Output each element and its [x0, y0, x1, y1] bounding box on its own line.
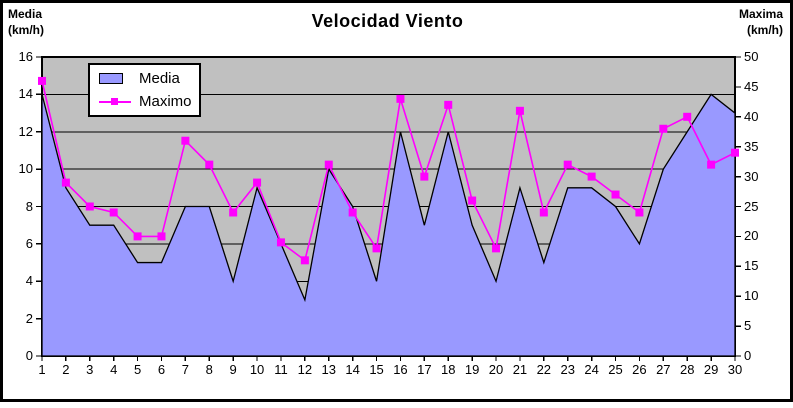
legend: Media Maximo: [88, 63, 201, 117]
x-axis-tick-label: 22: [536, 362, 552, 377]
maximo-marker: [492, 244, 501, 253]
left-axis-tick-label: 4: [25, 273, 33, 289]
maximo-marker: [635, 208, 644, 217]
x-axis-tick-label: 5: [133, 362, 142, 377]
right-axis-tick-label: 40: [744, 108, 759, 124]
left-axis-title: Media (km/h): [8, 6, 44, 38]
x-axis-tick-label: 10: [249, 362, 265, 377]
maximo-marker: [372, 244, 381, 253]
maximo-marker: [683, 112, 692, 121]
maximo-marker: [157, 232, 166, 241]
media-area-series: [41, 93, 736, 357]
legend-label-maximo: Maximo: [139, 92, 192, 110]
left-axis-tick-label: 16: [18, 49, 33, 64]
x-axis-tick-label: 17: [417, 362, 432, 377]
maximo-marker: [61, 178, 70, 187]
x-axis-tick-label: 19: [464, 362, 480, 377]
right-axis-tick-label: 0: [744, 348, 752, 363]
x-axis-tick-label: 16: [393, 362, 408, 377]
x-axis-tick-label: 9: [229, 362, 237, 377]
left-axis-tick-label: 8: [25, 198, 33, 214]
x-axis-tick-label: 12: [297, 362, 313, 377]
right-axis-tick-label: 50: [744, 49, 759, 64]
right-axis-tick-label: 30: [744, 168, 759, 184]
left-axis-tick-label: 6: [25, 235, 33, 251]
left-axis-tick-label: 10: [18, 161, 33, 177]
x-axis-tick-label: 11: [274, 362, 288, 377]
maximo-marker: [563, 160, 572, 169]
maximo-marker: [276, 238, 285, 247]
x-axis-tick-label: 2: [62, 362, 70, 377]
x-axis-tick-label: 25: [608, 362, 623, 377]
x-axis-tick-label: 23: [560, 362, 575, 377]
maximo-marker: [38, 76, 46, 85]
right-axis-tick-label: 10: [744, 288, 759, 304]
maximo-marker: [300, 256, 309, 265]
maximo-marker: [539, 208, 548, 217]
maximo-line-marker-swatch-icon: [99, 97, 131, 105]
chart-title: Velocidad Viento: [311, 11, 464, 31]
x-axis-tick-label: 14: [345, 362, 360, 377]
maximo-marker: [659, 124, 668, 133]
left-axis-tick-label: 14: [18, 86, 33, 102]
maximo-marker: [611, 190, 620, 199]
maximo-marker: [731, 148, 739, 157]
right-axis-tick-label: 15: [744, 258, 759, 274]
x-axis-tick-label: 26: [632, 362, 647, 377]
right-axis-title-line1: Maxima: [738, 7, 783, 21]
x-axis-tick-label: 8: [205, 362, 213, 377]
x-axis-tick-label: 4: [110, 362, 118, 377]
right-axis-tick-label: 5: [744, 318, 752, 334]
x-axis-tick-label: 6: [157, 362, 166, 377]
x-axis-tick-label: 1: [38, 362, 46, 377]
legend-entry-maximo: Maximo: [99, 93, 199, 111]
x-axis-tick-label: 13: [321, 362, 336, 377]
x-axis-tick-label: 3: [86, 362, 94, 377]
right-axis-tick-label: 45: [744, 78, 759, 94]
maximo-marker: [253, 178, 262, 187]
left-axis-tick-label: 12: [18, 123, 33, 139]
left-axis-tick-label: 2: [25, 310, 33, 326]
x-axis-tick-label: 20: [488, 362, 504, 377]
maximo-marker: [707, 160, 716, 169]
x-axis-tick-label: 29: [703, 362, 719, 377]
x-axis-tick-label: 21: [512, 362, 528, 377]
x-axis-tick-label: 7: [181, 362, 189, 377]
right-axis-tick-label: 20: [744, 228, 759, 244]
x-axis-tick-label: 24: [584, 362, 599, 377]
left-axis-title-line2: (km/h): [8, 23, 44, 37]
left-axis-tick-label: 0: [25, 348, 33, 363]
maximo-marker: [587, 172, 596, 181]
right-axis-title: Maxima (km/h): [739, 6, 783, 38]
maximo-marker: [133, 232, 142, 241]
x-axis-tick-label: 15: [369, 362, 384, 377]
maximo-marker: [515, 106, 524, 115]
legend-entry-media: Media: [99, 70, 199, 88]
legend-label-media: Media: [139, 69, 180, 87]
maximo-marker: [85, 202, 94, 211]
right-axis-tick-label: 35: [744, 138, 759, 154]
media-area-swatch-icon: [99, 73, 131, 84]
maximo-marker: [181, 136, 190, 145]
maximo-marker: [420, 172, 429, 181]
maximo-marker: [348, 208, 357, 217]
maximo-marker: [324, 160, 333, 169]
x-axis-tick-label: 28: [679, 362, 695, 377]
maximo-marker: [229, 208, 238, 217]
maximo-marker: [444, 100, 453, 109]
right-axis-tick-label: 25: [744, 198, 759, 214]
maximo-marker: [109, 208, 118, 217]
maximo-marker: [205, 160, 214, 169]
x-axis-tick-label: 30: [727, 362, 743, 377]
x-axis-tick-label: 27: [656, 362, 671, 377]
maximo-marker: [396, 94, 405, 103]
left-axis-title-line1: Media: [8, 7, 43, 21]
x-axis-tick-label: 18: [441, 362, 456, 377]
maximo-marker: [468, 196, 477, 205]
right-axis-title-line2: (km/h): [747, 23, 783, 37]
